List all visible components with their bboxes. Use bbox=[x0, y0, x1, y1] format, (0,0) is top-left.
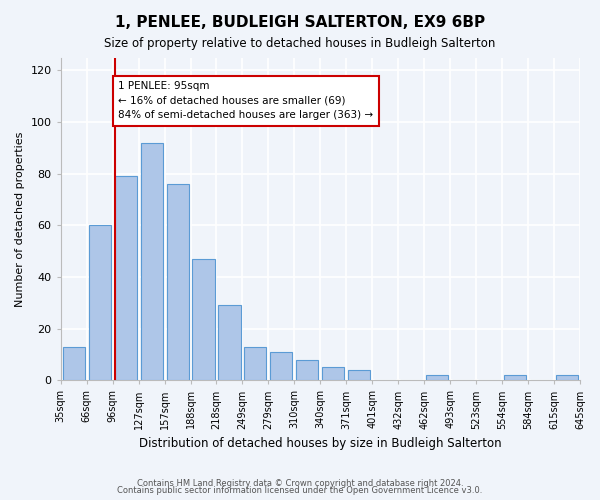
Bar bbox=[296, 360, 319, 380]
Bar bbox=[556, 375, 578, 380]
Bar bbox=[504, 375, 526, 380]
Text: 1, PENLEE, BUDLEIGH SALTERTON, EX9 6BP: 1, PENLEE, BUDLEIGH SALTERTON, EX9 6BP bbox=[115, 15, 485, 30]
Bar bbox=[89, 226, 110, 380]
Bar bbox=[322, 368, 344, 380]
Bar bbox=[244, 346, 266, 380]
Bar bbox=[140, 142, 163, 380]
Bar bbox=[167, 184, 188, 380]
Text: Size of property relative to detached houses in Budleigh Salterton: Size of property relative to detached ho… bbox=[104, 38, 496, 51]
X-axis label: Distribution of detached houses by size in Budleigh Salterton: Distribution of detached houses by size … bbox=[139, 437, 502, 450]
Text: Contains HM Land Registry data © Crown copyright and database right 2024.: Contains HM Land Registry data © Crown c… bbox=[137, 478, 463, 488]
Bar bbox=[193, 259, 215, 380]
Text: 1 PENLEE: 95sqm
← 16% of detached houses are smaller (69)
84% of semi-detached h: 1 PENLEE: 95sqm ← 16% of detached houses… bbox=[118, 80, 374, 120]
Bar bbox=[115, 176, 137, 380]
Y-axis label: Number of detached properties: Number of detached properties bbox=[15, 131, 25, 306]
Bar bbox=[218, 306, 241, 380]
Text: Contains public sector information licensed under the Open Government Licence v3: Contains public sector information licen… bbox=[118, 486, 482, 495]
Bar bbox=[271, 352, 292, 380]
Bar bbox=[426, 375, 448, 380]
Bar bbox=[348, 370, 370, 380]
Bar bbox=[62, 346, 85, 380]
